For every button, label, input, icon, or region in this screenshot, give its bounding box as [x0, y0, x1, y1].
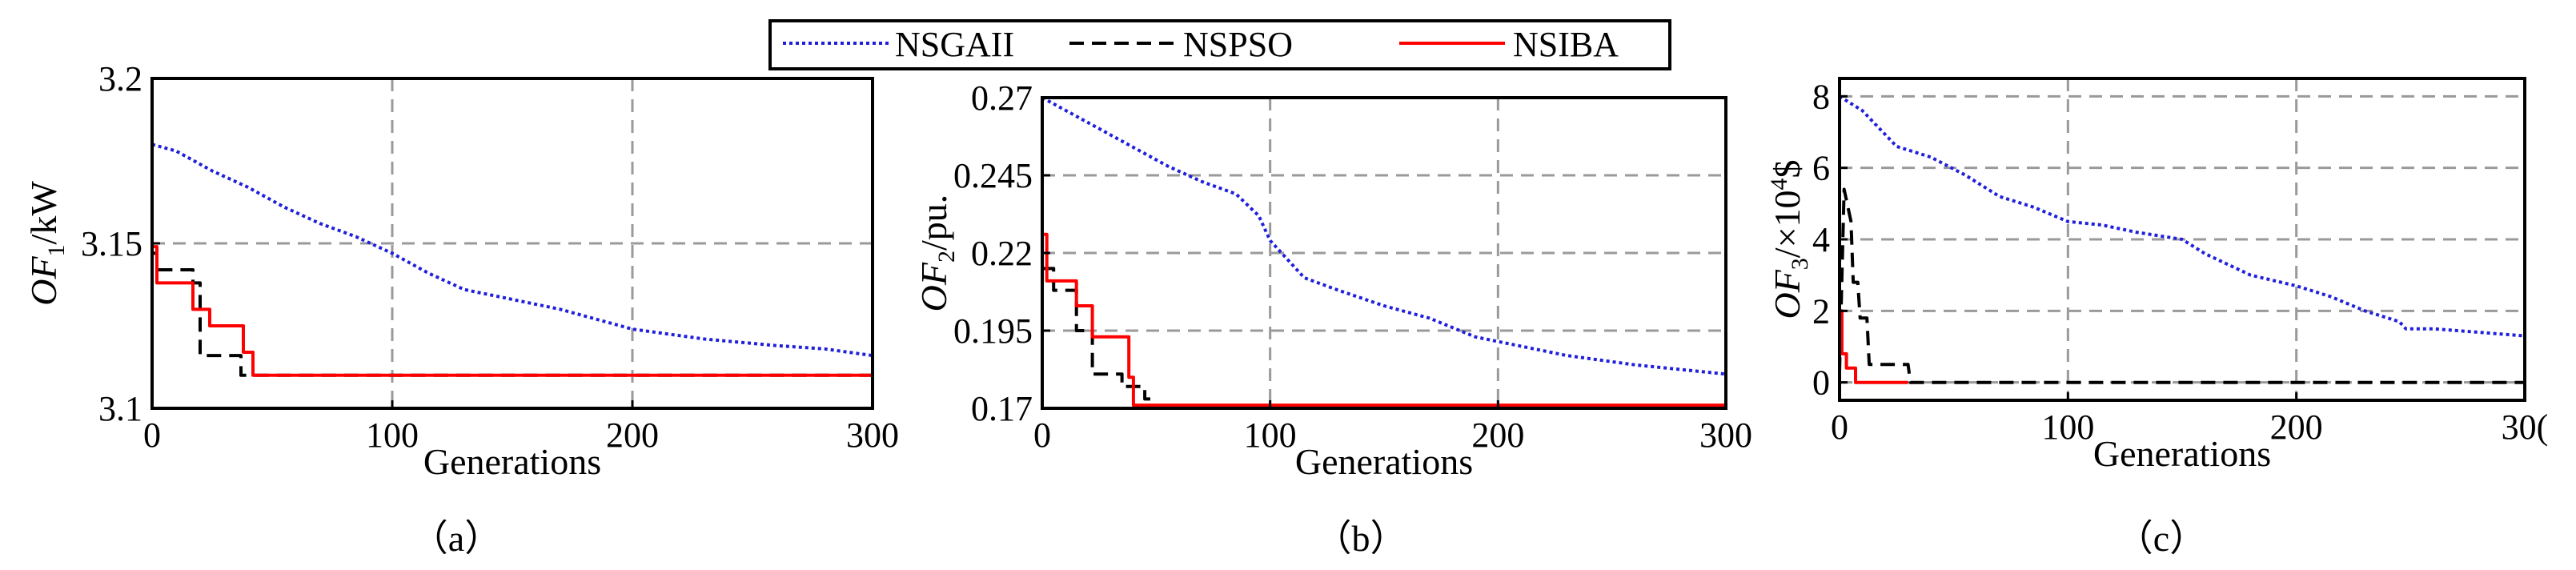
x-tick-label: 0: [1831, 407, 1848, 447]
y-tick-label: 4: [1812, 220, 1830, 259]
legend: NSGAII NSPSO NSIBA: [768, 19, 1671, 70]
x-tick-label: 200: [606, 415, 659, 455]
series-line-nsiba: [1042, 232, 1726, 407]
panel-caption: （b）: [1315, 518, 1407, 559]
x-tick-label: 100: [366, 415, 419, 455]
legend-label-nsiba: NSIBA: [1513, 25, 1619, 64]
x-axis-label: Generations: [2093, 433, 2271, 474]
y-tick-label: 0: [1812, 363, 1830, 403]
series-line-nspso: [1838, 187, 2525, 384]
y-tick-label: 3.1: [98, 389, 142, 428]
series-line-nspso: [152, 251, 873, 377]
chart-panel-0: 0 100 200 300 3.1 3.15 3.2 Generations OF1/kW （a）: [23, 59, 899, 559]
x-axis-label: Generations: [423, 441, 601, 482]
x-tick-label: 200: [2270, 407, 2323, 447]
y-tick-label: 2: [1812, 291, 1830, 331]
y-tick-label: 6: [1812, 149, 1830, 188]
y-tick-label: 0.195: [953, 311, 1033, 351]
x-tick-label: 100: [2041, 407, 2094, 447]
y-axis-label: OF1/kW: [23, 181, 70, 306]
x-tick-label: 30(: [2502, 407, 2549, 447]
y-tick-label: 8: [1812, 77, 1830, 116]
y-tick-label: 0.245: [953, 156, 1033, 195]
panel-caption: （c）: [2117, 518, 2206, 559]
x-tick-label: 300: [846, 415, 899, 455]
series-line-nsgaii: [1838, 94, 2526, 338]
series-line-nsiba: [1840, 309, 1908, 384]
series-line-nsiba: [152, 245, 873, 377]
y-axis-label: OF3/×104$: [1766, 159, 1813, 319]
y-axis-label: OF2/pu.: [913, 195, 960, 312]
y-tick-label: 0.17: [971, 389, 1033, 428]
series-line-nsgaii: [1041, 96, 1727, 376]
y-tick-label: 0.22: [971, 234, 1033, 273]
x-axis-label: Generations: [1295, 441, 1473, 482]
legend-label-nsgaii: NSGAII: [895, 25, 1014, 64]
legend-box: [768, 19, 1671, 70]
y-tick-label: 3.2: [98, 59, 142, 98]
chart-panel-1: 0 100 200 300 0.17 0.195 0.22 0.245 0.27 Generati…: [913, 78, 1752, 559]
chart-panel-2: 0 100 200 30( 0 2 4 6 8 Generations OF3/×104$ （c）: [1766, 77, 2548, 559]
x-tick-label: 300: [1699, 415, 1752, 455]
y-tick-label: 3.15: [81, 224, 142, 263]
series-line-nsgaii: [151, 142, 873, 358]
panel-caption: （a）: [411, 518, 501, 559]
x-tick-label: 100: [1244, 415, 1297, 455]
x-tick-label: 200: [1471, 415, 1524, 455]
y-tick-label: 0.27: [971, 78, 1033, 118]
x-tick-label: 0: [143, 415, 161, 455]
series-line-nspso: [1042, 267, 1152, 401]
x-tick-label: 0: [1033, 415, 1051, 455]
legend-label-nspso: NSPSO: [1183, 25, 1293, 64]
